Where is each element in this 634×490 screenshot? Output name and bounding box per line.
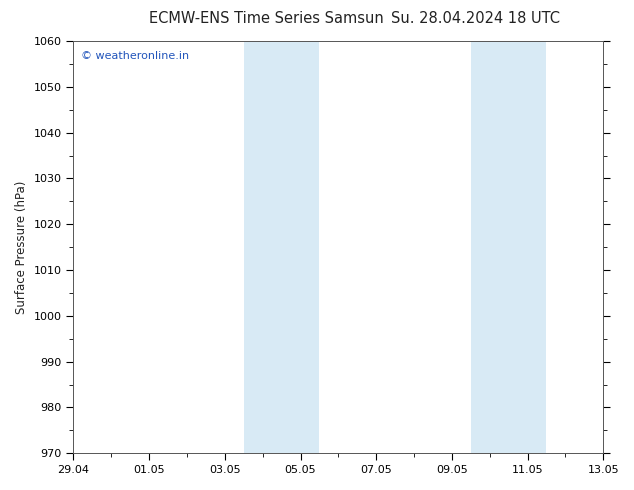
Y-axis label: Surface Pressure (hPa): Surface Pressure (hPa) (15, 180, 28, 314)
Bar (243, 41, 320, 453)
Text: ECMW-ENS Time Series Samsun: ECMW-ENS Time Series Samsun (149, 11, 384, 26)
Text: © weatheronline.in: © weatheronline.in (81, 51, 190, 61)
Bar (471, 41, 547, 453)
Text: Su. 28.04.2024 18 UTC: Su. 28.04.2024 18 UTC (391, 11, 560, 26)
